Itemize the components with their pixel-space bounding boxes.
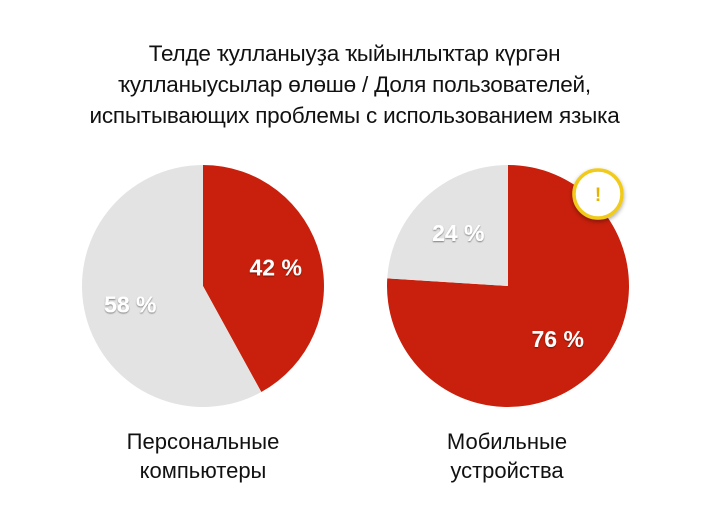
slice-data-label: 24 % (432, 220, 484, 246)
chart-title-line: Телде ҡулланыуҙа ҡыйынлыҡтар күргән (148, 41, 561, 66)
pie-chart-mobile-devices: 76 % 24 % (387, 165, 630, 407)
warning-badge-circle (572, 168, 624, 220)
slice-data-label: 58 % (104, 292, 156, 318)
chart-title-line: испытывающих проблемы с использованием я… (89, 103, 620, 128)
chart-title-line: ҡулланыусылар өлөшө / Доля пользователей… (118, 72, 591, 97)
caption-mobile-devices: Мобильные устройства (387, 427, 627, 485)
caption-line: устройства (450, 458, 564, 483)
exclamation-icon: ! (595, 185, 601, 206)
pie-slice-58 (81, 165, 262, 407)
caption-line: Персональные (126, 429, 280, 454)
slice-data-label: 76 % (531, 326, 583, 352)
pie-slice-24 (387, 165, 508, 286)
caption-line: компьютеры (139, 458, 267, 483)
warning-badge: ! (572, 168, 624, 220)
pie-slice-76 (387, 165, 630, 407)
slice-data-label: 42 % (249, 254, 301, 280)
caption-line: Мобильные (446, 429, 568, 454)
pie-chart-personal-computers: 42 % 58 % (81, 165, 324, 407)
pie-slice-42 (203, 165, 324, 393)
caption-personal-computers: Персональные компьютеры (83, 427, 323, 485)
chart-title: Телде ҡулланыуҙа ҡыйынлыҡтар күргән ҡулл… (0, 38, 709, 131)
